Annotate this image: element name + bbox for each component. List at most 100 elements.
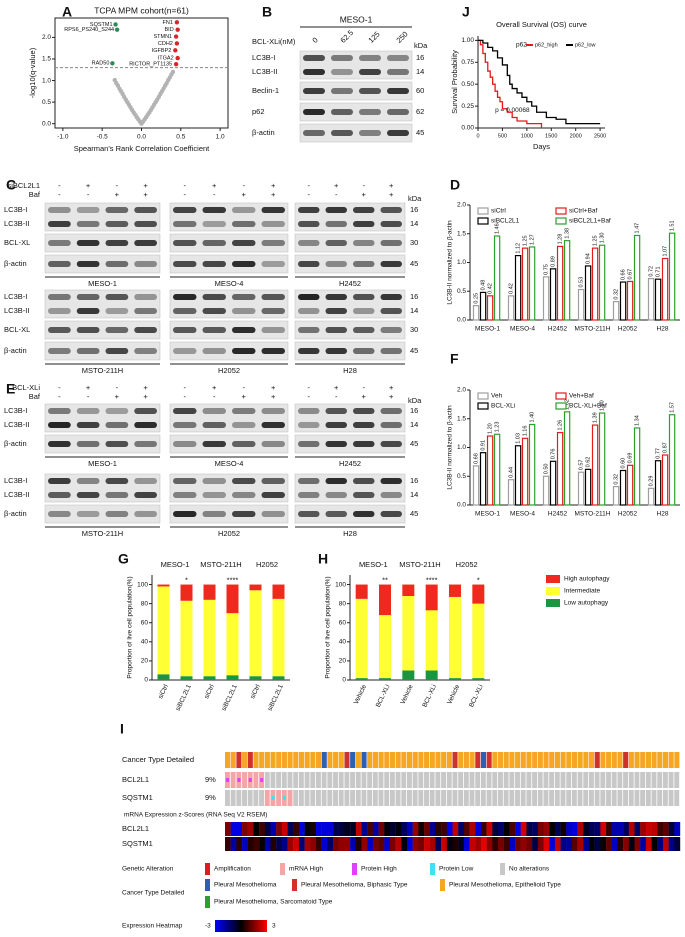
blot-band [325, 511, 347, 517]
bar [661, 454, 669, 506]
y-tick-label: 0.5 [42, 99, 51, 106]
blot-band [380, 240, 402, 246]
data-point [173, 34, 179, 39]
kda-label: 16 [410, 205, 418, 214]
treatment-sign: + [334, 181, 339, 190]
blot-band [261, 511, 285, 517]
cell-line-label: H28 [343, 366, 357, 375]
heatmap-cell [617, 822, 624, 836]
treatment-sign: - [335, 190, 338, 199]
type-cell [537, 752, 543, 768]
blot-band [76, 207, 100, 213]
bar [584, 468, 592, 506]
alteration-cell [378, 790, 384, 806]
alteration-cell [407, 772, 412, 788]
y-tick-label: 100 [335, 581, 346, 588]
cell-line-label: H28 [343, 529, 357, 538]
alteration-cell [606, 790, 611, 806]
y-tick-label: 1.5 [457, 230, 466, 237]
bar-segment [180, 676, 193, 680]
type-cell [634, 752, 640, 768]
blot-band [232, 511, 256, 517]
alteration-cell [645, 772, 651, 788]
x-tick-label: MSTO-211H [575, 511, 611, 518]
alteration-marker [271, 796, 275, 800]
heatmap-cell [628, 837, 635, 851]
value-label: 0.66 [621, 269, 627, 280]
type-cell [230, 752, 236, 768]
treatment-sign: + [389, 392, 394, 401]
bar [612, 301, 620, 321]
blot-band [202, 327, 226, 333]
blot-band [261, 348, 285, 354]
bar [528, 423, 536, 506]
blot-band [134, 221, 157, 227]
heatmap-cell [225, 822, 231, 836]
survival-curve [478, 39, 543, 128]
bar [647, 278, 655, 321]
heatmap-cell [281, 822, 288, 836]
y-axis-label: -log10(q-value) [28, 47, 37, 98]
alteration-cell [611, 772, 617, 788]
heatmap-cell [424, 822, 430, 836]
alteration-cell [594, 790, 600, 806]
alteration-cell [640, 772, 646, 788]
alteration-cell [623, 772, 629, 788]
heatmap-cell [645, 837, 652, 851]
panel-letter: I [120, 721, 124, 737]
blot-band [353, 422, 375, 428]
heatmap-cell [304, 822, 311, 836]
alteration-cell [549, 790, 555, 806]
type-cell [577, 752, 583, 768]
alteration-cell [634, 772, 640, 788]
x-tick-label: 0.0 [137, 134, 146, 141]
type-cell [554, 752, 560, 768]
type-cell [651, 752, 657, 768]
alteration-cell [225, 790, 230, 806]
blot-band [173, 240, 197, 246]
y-tick-label: 0.00 [461, 125, 474, 132]
bar-segment [203, 599, 216, 677]
blot-band [232, 308, 256, 314]
row-label: β-actin [4, 439, 27, 448]
heatmap-cell [560, 822, 567, 836]
type-cell [509, 752, 515, 768]
blot-band [387, 109, 409, 115]
legend-swatch [546, 599, 560, 607]
alteration-cell [287, 772, 293, 788]
alteration-cell [316, 790, 321, 806]
legend-swatch [477, 217, 489, 225]
heatmap-cell [242, 822, 248, 836]
blot-band [202, 294, 226, 300]
blot-band [48, 408, 71, 414]
blot-band [261, 207, 285, 213]
blot-band [325, 308, 347, 314]
blot-band [105, 261, 129, 267]
gene-label: SQSTM1 [122, 839, 153, 848]
legend-label: p62_high [535, 42, 558, 48]
alteration-cell [458, 772, 464, 788]
alteration-cell [600, 790, 606, 806]
heatmap-cell [412, 822, 419, 836]
bar-segment [355, 584, 368, 599]
blot-band [353, 511, 375, 517]
row-label: LC3B-II [4, 306, 29, 315]
heatmap-cell [651, 837, 658, 851]
heatmap-cell [327, 837, 334, 851]
heatmap-cell [361, 822, 368, 836]
x-tick-label: MSTO-211H [575, 326, 611, 333]
group-label: MSTO-211H [399, 560, 440, 569]
type-cell [412, 752, 418, 768]
type-cell [657, 752, 663, 768]
bar [612, 486, 620, 506]
alteration-cell [446, 790, 452, 806]
heatmap-cell [259, 837, 266, 851]
blot-band [261, 492, 285, 498]
alteration-cell [475, 772, 481, 788]
treatment-sign: + [212, 383, 217, 392]
bar-segment [355, 598, 368, 679]
heatmap-cell [418, 822, 425, 836]
type-cell [503, 752, 509, 768]
blot-band [202, 441, 226, 447]
alteration-cell [321, 772, 327, 788]
